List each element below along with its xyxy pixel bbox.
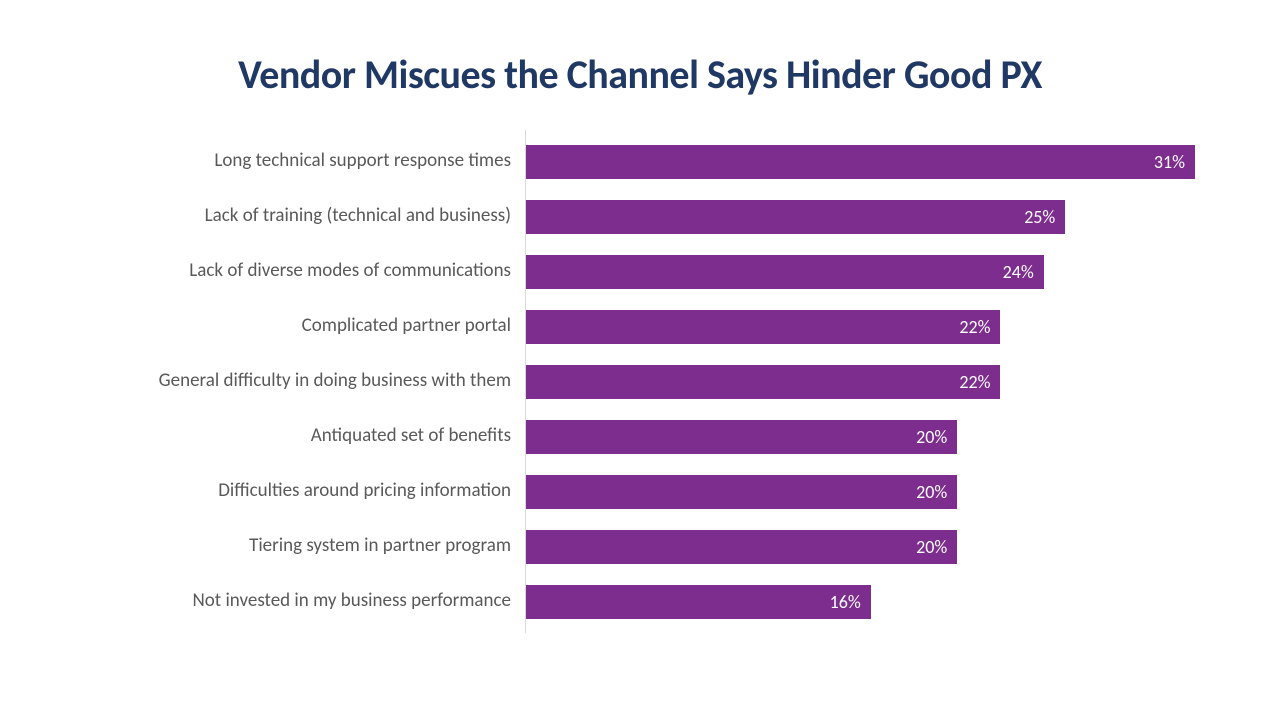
bar: 22% [525,310,1000,344]
y-axis-line [525,185,526,248]
bar-area: 20% [525,519,1195,574]
bar-area: 16% [525,574,1195,629]
bar-chart: Long technical support response times 31… [85,134,1195,629]
bar: 20% [525,475,957,509]
category-label: Lack of training (technical and business… [85,205,525,228]
y-axis-line [525,240,526,303]
category-label: Difficulties around pricing information [85,480,525,503]
bar-value-label: 22% [959,316,990,338]
bar-area: 24% [525,244,1195,299]
bar-row: Tiering system in partner program 20% [85,519,1195,574]
bar-row: Difficulties around pricing information … [85,464,1195,519]
bar-area: 20% [525,409,1195,464]
bar-value-label: 20% [916,536,947,558]
bar: 20% [525,420,957,454]
bar-area: 22% [525,354,1195,409]
bar: 20% [525,530,957,564]
bar-row: Lack of diverse modes of communications … [85,244,1195,299]
bar-row: Complicated partner portal 22% [85,299,1195,354]
y-axis-line [525,295,526,358]
bar-row: Lack of training (technical and business… [85,189,1195,244]
category-label: Not invested in my business performance [85,590,525,613]
category-label: Complicated partner portal [85,315,525,338]
bar-area: 25% [525,189,1195,244]
category-label: Antiquated set of benefits [85,425,525,448]
bar-value-label: 25% [1024,206,1055,228]
y-axis-line [525,405,526,468]
bar-value-label: 24% [1003,261,1034,283]
bar-value-label: 16% [830,591,861,613]
bar: 25% [525,200,1065,234]
category-label: Long technical support response times [85,150,525,173]
y-axis-line [525,460,526,523]
bar-row: General difficulty in doing business wit… [85,354,1195,409]
bar-area: 31% [525,134,1195,189]
bar-value-label: 22% [959,371,990,393]
bar: 16% [525,585,871,619]
category-label: Tiering system in partner program [85,535,525,558]
y-axis-line [525,515,526,578]
chart-title: Vendor Miscues the Channel Says Hinder G… [80,50,1200,99]
y-axis-line [525,130,526,193]
bar-value-label: 31% [1154,151,1185,173]
bar-value-label: 20% [916,426,947,448]
bar-value-label: 20% [916,481,947,503]
y-axis-line [525,570,526,633]
bar-row: Not invested in my business performance … [85,574,1195,629]
category-label: Lack of diverse modes of communications [85,260,525,283]
bar: 24% [525,255,1044,289]
slide: Vendor Miscues the Channel Says Hinder G… [0,0,1280,720]
bar-row: Antiquated set of benefits 20% [85,409,1195,464]
y-axis-line [525,350,526,413]
bar-row: Long technical support response times 31… [85,134,1195,189]
category-label: General difficulty in doing business wit… [85,370,525,393]
bar: 22% [525,365,1000,399]
bar-area: 22% [525,299,1195,354]
bar-area: 20% [525,464,1195,519]
bar: 31% [525,145,1195,179]
